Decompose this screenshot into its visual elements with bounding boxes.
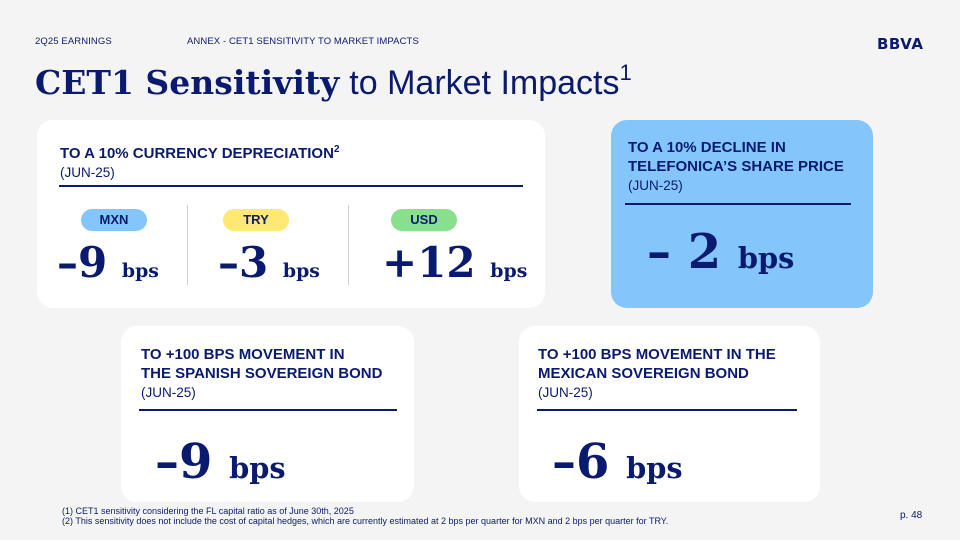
footnote-1: (1) CET1 sensitivity considering the FL … bbox=[62, 506, 354, 516]
spain-card-rule bbox=[139, 409, 397, 411]
telefonica-card-rule bbox=[625, 203, 851, 205]
mexican-bond-card: TO +100 BPS MOVEMENT IN THE MEXICAN SOVE… bbox=[519, 326, 820, 502]
telefonica-unit: bps bbox=[737, 241, 795, 275]
try-number: 3 bbox=[239, 238, 269, 287]
mexico-unit: bps bbox=[626, 451, 683, 485]
mxn-value: –9 bps bbox=[57, 238, 159, 287]
subsection-label: ANNEX - CET1 SENSITIVITY TO MARKET IMPAC… bbox=[187, 36, 419, 47]
currency-card-rule bbox=[59, 185, 523, 187]
page-title: CET1 Sensitivity to Market Impacts1 bbox=[35, 60, 632, 103]
telefonica-number: 2 bbox=[687, 224, 722, 280]
mxn-pill: MXN bbox=[81, 209, 147, 231]
currency-card-heading: TO A 10% CURRENCY DEPRECIATION2 bbox=[60, 140, 340, 163]
spanish-bond-card: TO +100 BPS MOVEMENT IN THE SPANISH SOVE… bbox=[121, 326, 414, 502]
currency-card-footnote-ref: 2 bbox=[333, 144, 340, 155]
usd-sign: + bbox=[382, 238, 418, 287]
title-rest: to Market Impacts bbox=[349, 64, 620, 102]
mexico-value: –6 bps bbox=[552, 434, 683, 490]
spain-heading-line2: THE SPANISH SOVEREIGN BOND bbox=[141, 365, 383, 382]
mxn-number: 9 bbox=[78, 238, 108, 287]
mexico-card-rule bbox=[537, 409, 797, 411]
divider bbox=[187, 205, 188, 285]
footnotes: (1) CET1 sensitivity considering the FL … bbox=[62, 506, 668, 526]
currency-depreciation-card: TO A 10% CURRENCY DEPRECIATION2 (JUN-25)… bbox=[37, 120, 545, 308]
section-label: 2Q25 EARNINGS bbox=[35, 36, 112, 47]
try-unit: bps bbox=[282, 260, 320, 282]
usd-unit: bps bbox=[490, 260, 528, 282]
spain-date: (JUN-25) bbox=[141, 385, 196, 400]
currency-card-date: (JUN-25) bbox=[60, 165, 115, 180]
telefonica-sign: – bbox=[647, 224, 671, 280]
mexico-heading-line2: MEXICAN SOVEREIGN BOND bbox=[538, 365, 749, 382]
spain-value: –9 bps bbox=[155, 434, 286, 490]
usd-pill: USD bbox=[391, 209, 457, 231]
footnote-2: (2) This sensitivity does not include th… bbox=[62, 516, 669, 526]
title-footnote-ref: 1 bbox=[619, 60, 632, 85]
mexico-heading-line1: TO +100 BPS MOVEMENT IN THE bbox=[538, 346, 776, 363]
page-number: p. 48 bbox=[900, 510, 923, 521]
mexico-number: 6 bbox=[576, 434, 610, 490]
bbva-logo: BBVA bbox=[877, 35, 924, 53]
usd-number: 12 bbox=[417, 238, 476, 287]
currency-card-heading-text: TO A 10% CURRENCY DEPRECIATION bbox=[60, 145, 334, 162]
mxn-sign: – bbox=[57, 238, 78, 287]
try-sign: – bbox=[218, 238, 239, 287]
telefonica-value: – 2 bps bbox=[647, 224, 794, 280]
mexico-date: (JUN-25) bbox=[538, 385, 593, 400]
divider bbox=[348, 205, 349, 285]
telefonica-date: (JUN-25) bbox=[628, 178, 683, 193]
spain-heading-line1: TO +100 BPS MOVEMENT IN bbox=[141, 346, 345, 363]
try-pill: TRY bbox=[223, 209, 289, 231]
telefonica-card: TO A 10% DECLINE IN TELEFONICA’S SHARE P… bbox=[611, 120, 873, 308]
title-bold: CET1 Sensitivity bbox=[35, 63, 340, 102]
try-value: –3 bps bbox=[218, 238, 320, 287]
mxn-unit: bps bbox=[121, 260, 159, 282]
spain-number: 9 bbox=[179, 434, 213, 490]
mexico-sign: – bbox=[552, 434, 576, 490]
telefonica-heading-line1: TO A 10% DECLINE IN bbox=[628, 139, 786, 156]
usd-value: +12 bps bbox=[382, 238, 527, 287]
telefonica-heading-line2: TELEFONICA’S SHARE PRICE bbox=[628, 158, 844, 175]
spain-sign: – bbox=[155, 434, 179, 490]
spain-unit: bps bbox=[229, 451, 286, 485]
